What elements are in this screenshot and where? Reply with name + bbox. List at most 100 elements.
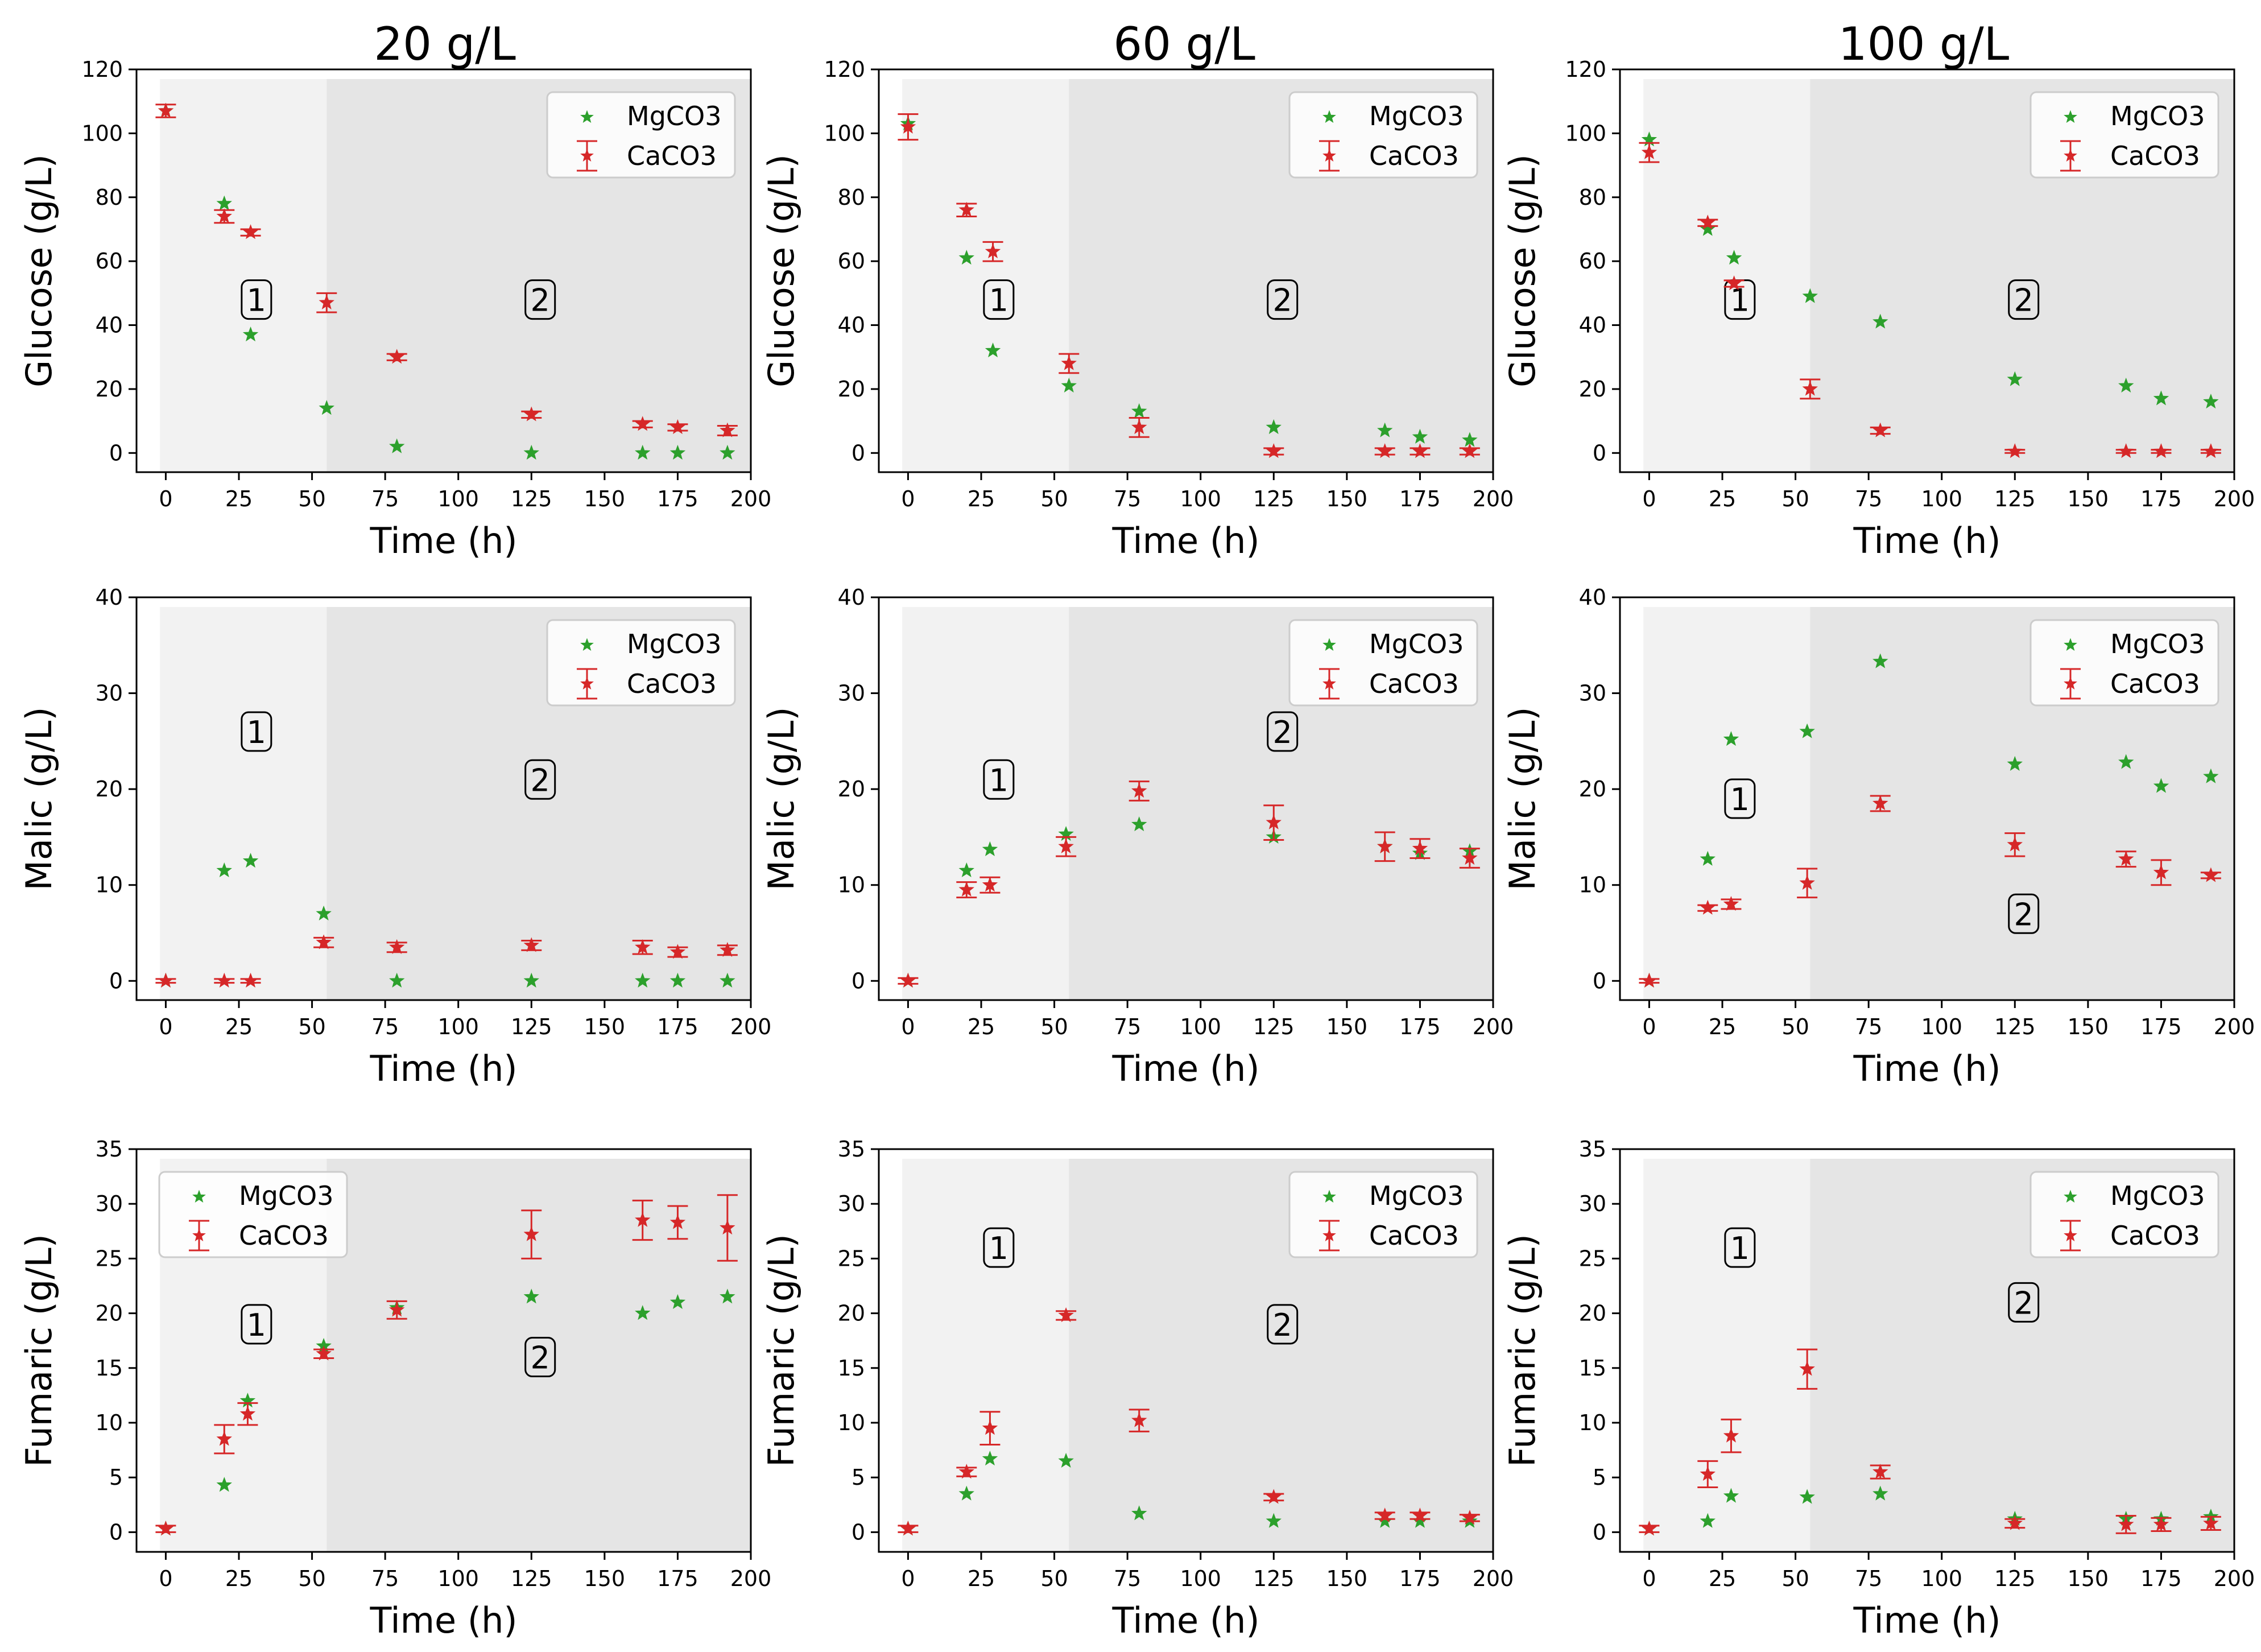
legend-label-mgco3: MgCO3 <box>627 101 721 131</box>
point-mgco3 <box>958 250 974 265</box>
legend: MgCO3 CaCO3 <box>2029 91 2219 179</box>
point-caco3 <box>958 1464 974 1479</box>
point-caco3 <box>958 201 974 217</box>
x-tick-label: 50 <box>1040 1014 1068 1039</box>
point-caco3 <box>2153 1516 2169 1531</box>
x-tick-label: 175 <box>657 1566 698 1591</box>
point-caco3 <box>1462 850 1478 865</box>
legend-label-caco3: CaCO3 <box>1369 141 1459 171</box>
legend-marker-caco3 <box>1322 676 1336 690</box>
point-caco3 <box>1873 422 1888 437</box>
point-mgco3 <box>2118 377 2134 393</box>
point-caco3 <box>1700 1465 1716 1481</box>
y-tick-label: 100 <box>1565 121 1606 146</box>
x-axis-label: Time (h) <box>369 1048 517 1089</box>
legend-marker-caco3 <box>2064 148 2077 162</box>
point-mgco3 <box>2118 754 2134 769</box>
legend: MgCO3 CaCO3 <box>2029 619 2219 707</box>
point-caco3 <box>158 972 174 988</box>
x-tick-label: 150 <box>2068 486 2109 511</box>
legend-label-caco3: CaCO3 <box>627 668 717 699</box>
point-caco3 <box>1377 838 1393 853</box>
point-mgco3 <box>242 326 259 342</box>
x-tick-label: 200 <box>2214 486 2255 511</box>
y-tick-label: 10 <box>838 1410 865 1435</box>
legend-marker-mgco3 <box>2064 110 2077 123</box>
chart-panel-3: 0 25 50 75 100 125 150 175 200 0 10 20 30 40 Time (h) M… <box>18 585 771 1089</box>
x-tick-label: 150 <box>584 486 626 511</box>
legend-box <box>2029 619 2219 707</box>
axes-frame <box>1619 68 2235 473</box>
x-tick-label: 25 <box>968 1566 995 1591</box>
x-tick-label: 100 <box>1180 1566 1221 1591</box>
y-tick-label: 0 <box>852 440 865 465</box>
point-mgco3 <box>720 444 735 460</box>
point-mgco3 <box>1726 250 1742 265</box>
chart-panel-0: 0 25 50 75 100 125 150 175 200 0 20 40 60 80 100 120 Tim… <box>18 57 771 561</box>
point-caco3 <box>1266 1489 1282 1504</box>
y-tick-label: 20 <box>1579 777 1606 802</box>
x-tick-label: 50 <box>1781 1566 1809 1591</box>
y-tick-label: 30 <box>96 681 123 706</box>
point-mgco3 <box>1266 1513 1282 1528</box>
y-tick-label: 100 <box>824 121 865 146</box>
point-mgco3 <box>1131 403 1147 418</box>
phase-1-region <box>902 79 1069 472</box>
phase-label-1: 1 <box>989 283 1008 319</box>
legend-label-caco3: CaCO3 <box>2110 1220 2200 1251</box>
phase-label-box <box>241 279 272 320</box>
x-tick-label: 125 <box>1253 1566 1295 1591</box>
y-tick-label: 40 <box>96 585 123 610</box>
x-tick-label: 0 <box>159 1014 172 1039</box>
phase-1-region <box>902 1158 1069 1552</box>
legend-marker-mgco3 <box>1322 638 1336 651</box>
point-mgco3 <box>1700 850 1716 866</box>
point-caco3 <box>1700 214 1716 230</box>
phase-1-region <box>1643 79 1811 472</box>
point-caco3 <box>1799 1361 1815 1376</box>
legend-label-caco3: CaCO3 <box>2110 668 2200 699</box>
phase-label-1: 1 <box>989 762 1008 798</box>
point-caco3 <box>720 422 735 437</box>
y-tick-label: 30 <box>1579 1191 1606 1216</box>
y-tick-label: 10 <box>96 873 123 898</box>
point-caco3 <box>242 972 259 988</box>
y-tick-label: 0 <box>109 440 123 465</box>
x-tick-label: 0 <box>1642 1566 1656 1591</box>
axes-frame <box>1619 596 2235 1001</box>
y-tick-label: 10 <box>1579 873 1606 898</box>
point-caco3 <box>1131 783 1147 798</box>
y-tick-label: 120 <box>824 57 865 82</box>
x-tick-label: 0 <box>159 486 172 511</box>
chart-panel-7: 0 25 50 75 100 125 150 175 200 0 5 10 15 20 25 30 35 Time… <box>760 1137 1514 1641</box>
legend-box <box>158 1171 348 1258</box>
x-tick-label: 0 <box>901 1566 915 1591</box>
x-tick-label: 200 <box>730 486 772 511</box>
point-mgco3 <box>958 1485 974 1501</box>
point-caco3 <box>1641 1521 1657 1536</box>
point-mgco3 <box>216 862 232 878</box>
point-caco3 <box>1412 1508 1428 1523</box>
point-caco3 <box>389 349 405 364</box>
point-mgco3 <box>1802 288 1818 303</box>
point-caco3 <box>158 1521 174 1536</box>
point-mgco3 <box>523 1288 539 1304</box>
y-tick-label: 120 <box>1565 57 1606 82</box>
legend-box <box>546 91 736 179</box>
x-tick-label: 0 <box>1642 486 1656 511</box>
point-caco3 <box>2007 443 2023 459</box>
axes-frame <box>878 596 1494 1001</box>
legend-marker-mgco3 <box>580 638 594 651</box>
axes-frame <box>135 1148 752 1553</box>
y-tick-label: 5 <box>109 1465 123 1490</box>
x-tick-label: 75 <box>1855 1014 1882 1039</box>
legend-label-mgco3: MgCO3 <box>2110 101 2205 131</box>
x-tick-label: 200 <box>730 1014 772 1039</box>
y-tick-label: 40 <box>1579 313 1606 338</box>
x-axis-label: Time (h) <box>1111 520 1259 561</box>
y-tick-label: 0 <box>1593 1519 1606 1544</box>
x-tick-label: 150 <box>1326 1014 1368 1039</box>
y-tick-label: 25 <box>96 1246 123 1271</box>
chart-panel-6: 0 25 50 75 100 125 150 175 200 0 5 10 15 20 25 30 35 Time… <box>18 1137 771 1641</box>
legend-marker-caco3 <box>1322 148 1336 162</box>
